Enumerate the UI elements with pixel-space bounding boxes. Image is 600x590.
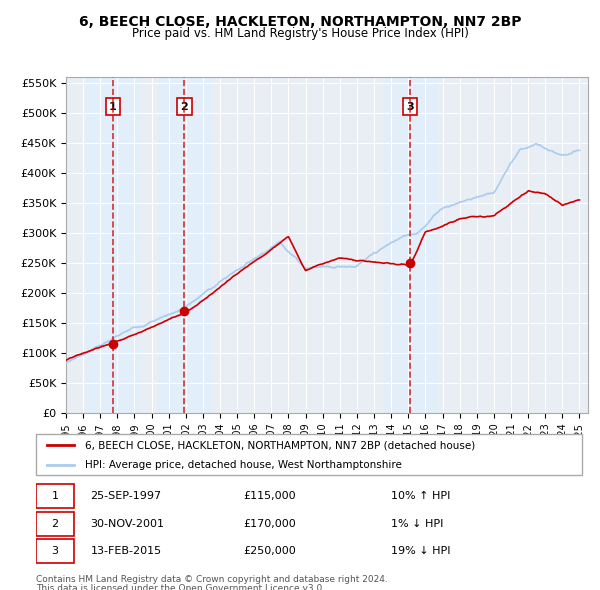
Text: 3: 3 [52,546,59,556]
Text: 19% ↓ HPI: 19% ↓ HPI [391,546,451,556]
Text: HPI: Average price, detached house, West Northamptonshire: HPI: Average price, detached house, West… [85,460,402,470]
FancyBboxPatch shape [36,512,74,536]
FancyBboxPatch shape [36,484,74,508]
Bar [385,77,436,413]
Text: 1% ↓ HPI: 1% ↓ HPI [391,519,443,529]
Text: 10% ↑ HPI: 10% ↑ HPI [391,491,450,502]
Text: £170,000: £170,000 [244,519,296,529]
Text: 2: 2 [181,101,188,112]
Text: 6, BEECH CLOSE, HACKLETON, NORTHAMPTON, NN7 2BP: 6, BEECH CLOSE, HACKLETON, NORTHAMPTON, … [79,15,521,29]
Text: This data is licensed under the Open Government Licence v3.0.: This data is licensed under the Open Gov… [36,584,325,590]
Text: 3: 3 [407,101,414,112]
Text: £115,000: £115,000 [244,491,296,502]
FancyBboxPatch shape [36,539,74,563]
Text: 13-FEB-2015: 13-FEB-2015 [91,546,162,556]
Text: Price paid vs. HM Land Registry's House Price Index (HPI): Price paid vs. HM Land Registry's House … [131,27,469,40]
FancyBboxPatch shape [36,434,582,475]
Bar [87,77,139,413]
Text: 1: 1 [109,101,116,112]
Text: 30-NOV-2001: 30-NOV-2001 [91,519,164,529]
Text: 25-SEP-1997: 25-SEP-1997 [91,491,162,502]
Text: 6, BEECH CLOSE, HACKLETON, NORTHAMPTON, NN7 2BP (detached house): 6, BEECH CLOSE, HACKLETON, NORTHAMPTON, … [85,440,475,450]
Text: £250,000: £250,000 [244,546,296,556]
Text: 1: 1 [52,491,59,502]
Text: Contains HM Land Registry data © Crown copyright and database right 2024.: Contains HM Land Registry data © Crown c… [36,575,388,584]
Text: 2: 2 [52,519,59,529]
Bar [159,77,210,413]
